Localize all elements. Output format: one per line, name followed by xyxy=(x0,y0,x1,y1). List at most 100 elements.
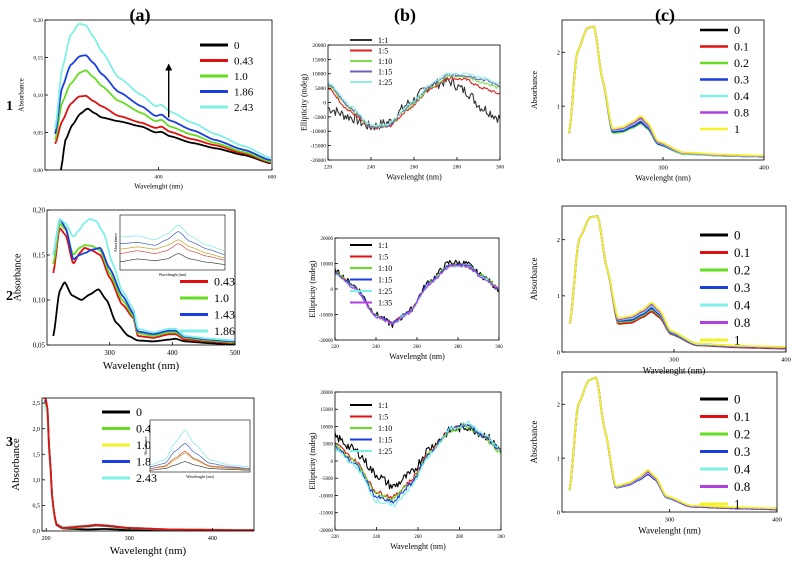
series-group-a3 xyxy=(43,398,254,531)
y-tick-label-b3-3: -5000 xyxy=(321,477,333,482)
series-line-a2-inset-1 xyxy=(119,243,226,261)
series-line-b1-0 xyxy=(328,76,500,131)
inset-y-label-a2: Absorbance xyxy=(113,233,118,252)
series-line-a2-0 xyxy=(52,281,235,345)
x-axis-label-a3: Wavelenght (nm) xyxy=(110,545,187,557)
series-line-a3-inset-4 xyxy=(149,430,250,468)
legend-label-a2-2: 1.0 xyxy=(214,291,229,305)
inset-x-label-a3: Wavelenght (nm) xyxy=(186,474,214,479)
plot-frame-b3 xyxy=(334,391,502,531)
chart-a2: 300 400 500 0,05 0,10 0,15 0,20 Wavelenght (nm)… xyxy=(13,206,241,372)
series-line-c3-6 xyxy=(568,376,777,510)
series-group-a2 xyxy=(52,218,235,345)
legend-label-c1-1: 0.1 xyxy=(734,40,749,54)
legend-label-c2-4: 0.4 xyxy=(734,298,751,313)
y-tick-label-b2-3: 10000 xyxy=(321,262,334,267)
y-tick-label-b1-7: 15000 xyxy=(312,57,326,63)
legend-label-c2-0: 0 xyxy=(734,228,741,243)
y-tick-label-a3-3: 1,5 xyxy=(33,452,41,458)
legend-label-c3-6: 1 xyxy=(734,497,741,512)
x-axis-label-c1: Wavelenght (nm) xyxy=(635,174,691,183)
y-axis-label-a1: Absorbance xyxy=(17,78,25,111)
legend-label-c2-1: 0.1 xyxy=(734,245,750,260)
legend-label-c3-0: 0 xyxy=(734,392,741,407)
series-line-b3-0 xyxy=(335,423,501,490)
x-axis-label-a1: Wavelenght (nm) xyxy=(134,183,183,191)
inset-x-label-a2: Wavelenght (nm) xyxy=(159,272,187,277)
series-line-a2-4 xyxy=(52,218,235,342)
series-line-a1-4 xyxy=(54,23,272,159)
y-tick-label-b3-7: 15000 xyxy=(321,408,334,413)
inset-y-label-a3: Absorbance xyxy=(143,436,148,455)
y-tick-label-b1-2: -10000 xyxy=(310,129,326,135)
legend-label-a2-3: 1.43 xyxy=(214,308,235,322)
y-tick-label-a3-0: 0,0 xyxy=(33,529,41,535)
legend-label-c1-5: 0.8 xyxy=(734,106,749,120)
x-axis-label-b2: Wavelenght (nm) xyxy=(389,352,445,361)
y-tick-label-a1-0: 0,00 xyxy=(33,168,43,174)
y-tick-label-b1-0: -20000 xyxy=(310,158,326,164)
x-tick-label-b1-1: 240 xyxy=(367,165,376,171)
series-line-a3-inset-1 xyxy=(150,452,250,470)
col-label-c: (c) xyxy=(655,5,675,26)
y-tick-label-c3-2: 2 xyxy=(557,402,560,409)
x-tick-label-c1-0: 300 xyxy=(658,165,668,172)
chart-a3: 200 300 400 0,0 0,5 1,0 1,5 2,0 2,5 Wavelenght (n… xyxy=(10,397,255,557)
inset-a3: Wavelenght (nm) Absorbance xyxy=(143,419,251,479)
chart-c1: 300 400 0 1 2 Wavelenght (nm) Absorbance 0 0.1 0.… xyxy=(530,19,769,183)
y-tick-label-a2-2: 0,15 xyxy=(33,251,46,259)
x-axis-label-b3: Wavelenght (nm) xyxy=(390,542,446,551)
y-tick-label-b1-5: 5000 xyxy=(315,86,326,92)
legend-label-c3-5: 0.8 xyxy=(734,479,750,494)
legend-label-a1-2: 1.0 xyxy=(234,71,248,83)
y-tick-label-a1-2: 0,10 xyxy=(33,93,43,99)
x-tick-label-b2-1: 240 xyxy=(372,345,380,350)
x-tick-label-a3-1: 300 xyxy=(125,536,134,542)
series-line-c2-6 xyxy=(568,215,786,348)
series-group-c3 xyxy=(568,376,777,511)
legend-label-b1-3: 1:15 xyxy=(378,67,392,76)
x-tick-label-b1-0: 220 xyxy=(324,165,333,171)
y-axis-label-b1: Ellipticity (mdeg) xyxy=(299,74,308,131)
x-tick-label-a3-2: 400 xyxy=(208,536,217,542)
row-label-3: 3 xyxy=(6,435,13,450)
x-tick-label-c3-1: 400 xyxy=(772,517,782,524)
x-axis-label-c2: Wavelenght (nm) xyxy=(643,366,706,376)
series-line-a1-2 xyxy=(54,69,272,163)
y-tick-label-a1-1: 0,05 xyxy=(33,130,43,136)
series-line-a2-inset-0 xyxy=(119,253,226,265)
legend-label-b2-1: 1:5 xyxy=(378,252,388,261)
series-line-b1-2 xyxy=(328,74,500,129)
series-line-a3-inset-3 xyxy=(149,443,250,469)
series-line-a2-1 xyxy=(52,227,235,345)
x-tick-label-c3-0: 300 xyxy=(665,517,675,524)
legend-label-b3-1: 1:5 xyxy=(378,412,388,421)
legend-label-a3-0: 0 xyxy=(136,405,142,419)
y-tick-label-b3-4: 0 xyxy=(331,460,334,465)
series-line-a3-5 xyxy=(43,398,254,531)
y-tick-label-b2-4: 20000 xyxy=(321,237,334,242)
y-tick-label-c1-1: 1 xyxy=(557,103,560,110)
legend-label-c1-0: 0 xyxy=(734,23,740,37)
y-tick-label-c1-2: 2 xyxy=(557,50,560,57)
y-tick-label-b3-1: -15000 xyxy=(319,512,334,517)
y-tick-label-a3-5: 2,5 xyxy=(33,401,41,407)
legend-label-b1-2: 1:10 xyxy=(378,57,392,66)
legend-label-a3-2: 1.0 xyxy=(136,438,151,452)
y-tick-label-a2-3: 0,20 xyxy=(33,206,46,214)
legend-label-b2-0: 1:1 xyxy=(378,241,388,250)
inset-frame-a3 xyxy=(149,419,251,473)
x-tick-label-a1-1: 600 xyxy=(268,175,277,181)
x-tick-label-a1-0: 400 xyxy=(154,175,163,181)
series-line-a1-3 xyxy=(54,54,272,162)
legend-label-c2-6: 1 xyxy=(734,333,741,348)
series-group-a1 xyxy=(54,23,272,170)
legend-label-b1-0: 1:1 xyxy=(378,36,388,45)
legend-label-c3-2: 0.2 xyxy=(734,427,750,442)
series-group-b3 xyxy=(335,420,501,508)
legend-label-b3-2: 1:10 xyxy=(378,424,392,433)
series-line-b3-2 xyxy=(335,424,501,502)
legend-label-b1-1: 1:5 xyxy=(378,46,388,55)
legend-label-c2-5: 0.8 xyxy=(734,315,750,330)
legend-label-b3-3: 1:15 xyxy=(378,435,392,444)
